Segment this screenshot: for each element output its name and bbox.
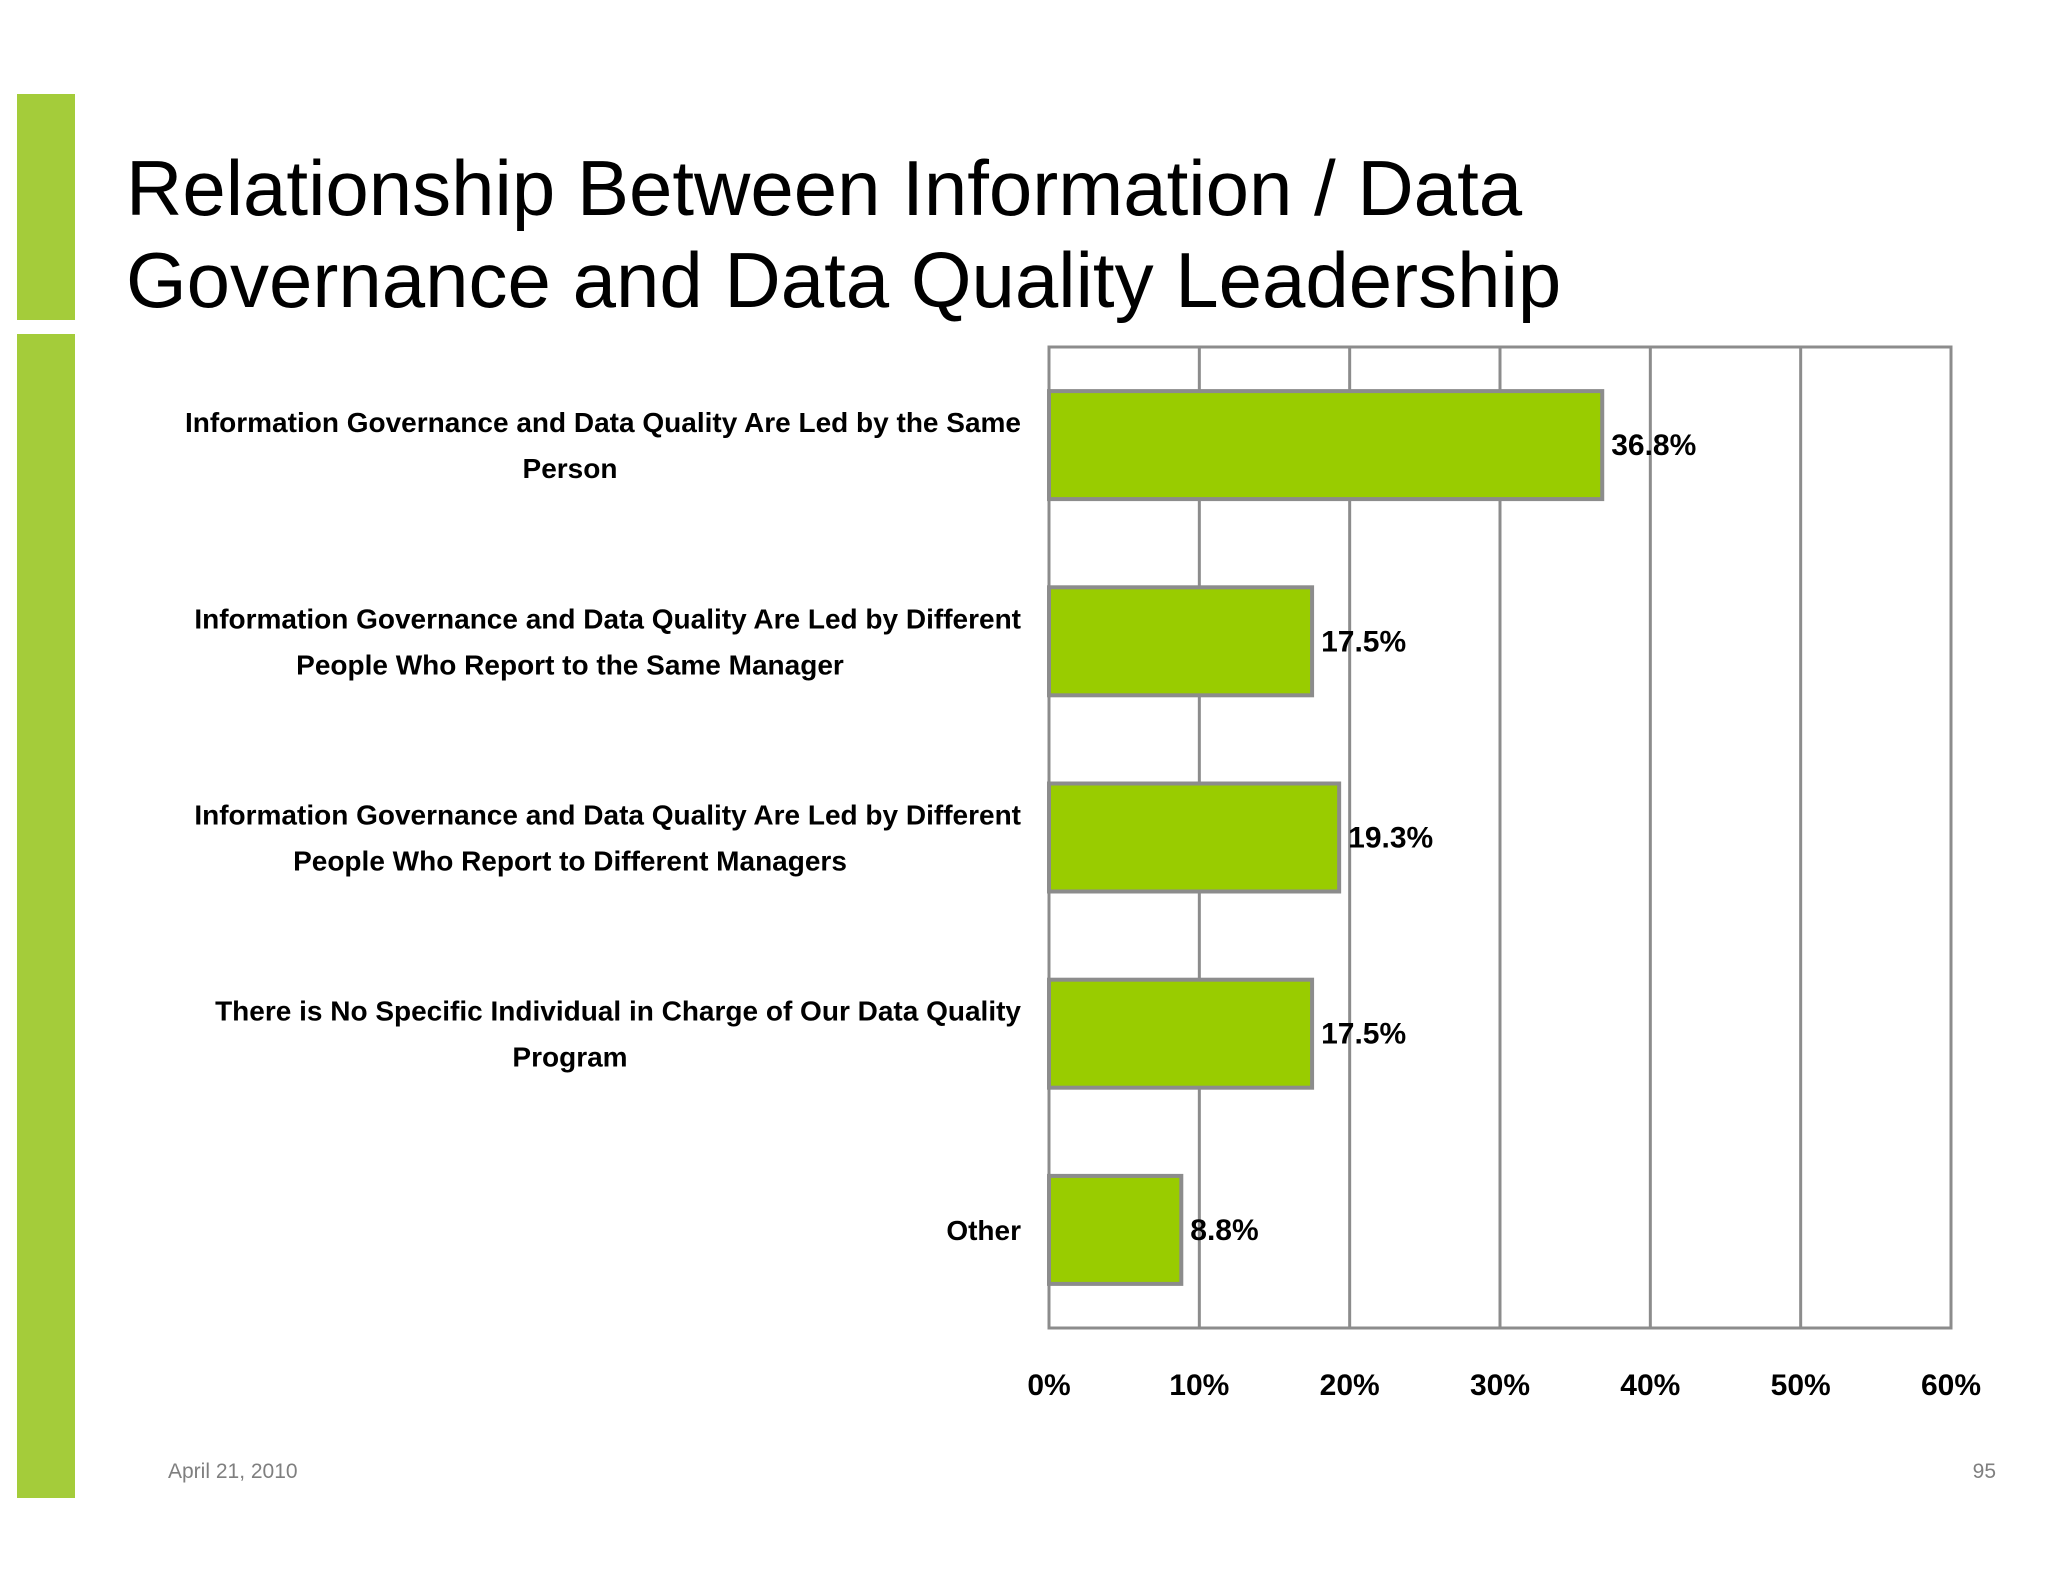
page-number: 95 <box>1972 1460 1996 1483</box>
bar <box>1047 977 1315 1090</box>
x-tick-label: 40% <box>1620 1369 1680 1402</box>
category-label: Other <box>946 1215 1021 1246</box>
category-label: Information Governance and Data Quality … <box>194 603 1021 634</box>
data-label: 17.5% <box>1321 625 1406 658</box>
data-label: 8.8% <box>1190 1214 1258 1247</box>
x-tick-label: 50% <box>1771 1369 1831 1402</box>
accent-bar-top <box>17 94 75 320</box>
x-tick-label: 0% <box>1027 1369 1070 1402</box>
accent-bar-bottom <box>17 334 75 1498</box>
slide-title-line-2: Governance and Data Quality Leadership <box>126 236 1562 324</box>
bar <box>1047 781 1342 894</box>
bar <box>1047 585 1315 698</box>
data-label: 19.3% <box>1348 822 1433 855</box>
footer-date: April 21, 2010 <box>168 1460 298 1483</box>
category-label: Program <box>512 1042 627 1073</box>
x-tick-label: 60% <box>1921 1369 1981 1402</box>
x-tick-label: 20% <box>1320 1369 1380 1402</box>
category-label: There is No Specific Individual in Charg… <box>215 996 1021 1027</box>
category-label: Information Governance and Data Quality … <box>194 800 1021 831</box>
data-label: 36.8% <box>1611 429 1696 462</box>
bar <box>1047 1173 1184 1286</box>
x-tick-label: 10% <box>1169 1369 1229 1402</box>
slide-title: Relationship Between Information / Data … <box>126 142 1726 326</box>
slide-title-line-1: Relationship Between Information / Data <box>126 144 1523 232</box>
bar <box>1047 389 1605 502</box>
category-label: Information Governance and Data Quality … <box>185 407 1021 438</box>
x-tick-label: 30% <box>1470 1369 1530 1402</box>
category-label: People Who Report to the Same Manager <box>296 649 844 680</box>
category-label: Person <box>523 453 618 484</box>
category-label: People Who Report to Different Managers <box>293 846 847 877</box>
data-label: 17.5% <box>1321 1018 1406 1051</box>
